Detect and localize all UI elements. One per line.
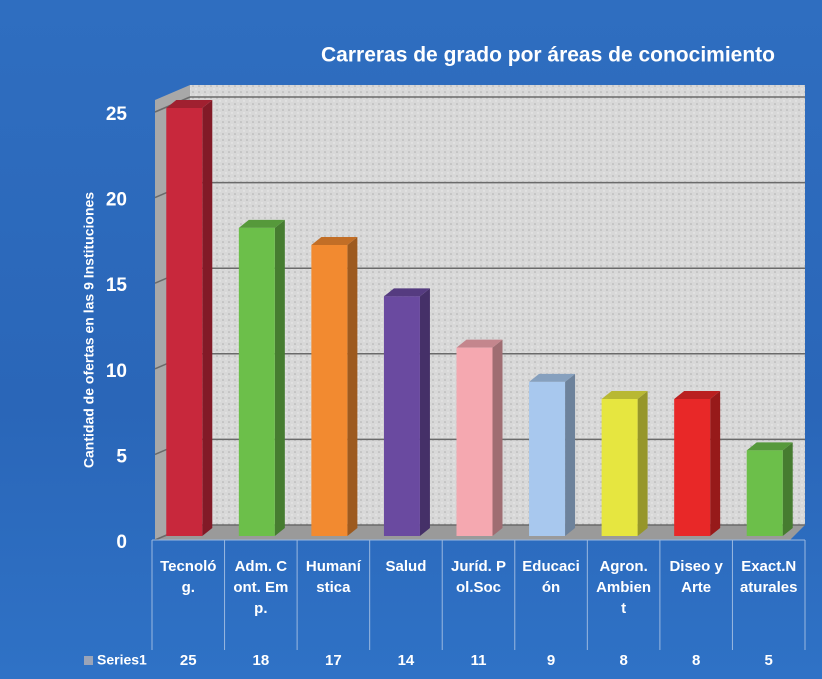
category-label: Juríd. Pol.Soc bbox=[450, 558, 506, 596]
bar-front bbox=[601, 399, 638, 536]
bar-side bbox=[492, 339, 503, 536]
bar-side bbox=[274, 219, 285, 536]
table-value: 5 bbox=[765, 652, 773, 669]
category-label: Diseo y Arte bbox=[669, 558, 723, 596]
bar-front bbox=[311, 244, 348, 536]
bar-top bbox=[601, 391, 648, 400]
bar-side bbox=[782, 442, 793, 536]
bar-top bbox=[746, 442, 793, 451]
category-label: Exact.Naturales bbox=[739, 558, 798, 596]
table-value: 11 bbox=[471, 652, 487, 669]
y-tick-label: 10 bbox=[106, 361, 127, 382]
bar-top bbox=[674, 391, 721, 400]
bar-side bbox=[637, 391, 648, 536]
bar-front bbox=[383, 296, 420, 536]
bar-front bbox=[238, 227, 275, 536]
bar-top bbox=[311, 236, 358, 245]
bar bbox=[238, 219, 285, 536]
bar-side bbox=[202, 100, 213, 536]
category-label: Humanística bbox=[305, 558, 361, 596]
bar-top bbox=[238, 219, 285, 228]
table-value: 8 bbox=[692, 652, 700, 669]
table-value: 17 bbox=[325, 652, 342, 669]
y-tick-label: 0 bbox=[116, 532, 127, 553]
bar bbox=[674, 391, 721, 536]
category-label: Adm. Cont. Emp. bbox=[233, 558, 289, 617]
bar-front bbox=[166, 108, 203, 536]
bar-top bbox=[166, 100, 213, 108]
y-tick-label: 5 bbox=[116, 446, 127, 467]
category-label: Educación bbox=[522, 558, 580, 596]
bar-side bbox=[419, 288, 430, 536]
category-label: Agron.Ambient bbox=[596, 558, 652, 617]
bar bbox=[383, 288, 430, 536]
category-label: Tecnológ. bbox=[160, 558, 217, 596]
bar-front bbox=[674, 399, 711, 536]
bar bbox=[166, 100, 213, 536]
category-label: Salud bbox=[385, 558, 427, 575]
bar-side bbox=[565, 373, 576, 536]
bar-top bbox=[456, 339, 503, 348]
y-axis-title: Cantidad de ofertas en las 9 Institucion… bbox=[81, 192, 97, 468]
bar bbox=[529, 373, 576, 536]
bar bbox=[311, 236, 358, 536]
table-value: 9 bbox=[547, 652, 555, 669]
bar-top bbox=[383, 288, 430, 297]
bar-side bbox=[710, 391, 721, 536]
y-tick-label: 15 bbox=[106, 275, 128, 296]
bar-front bbox=[529, 381, 566, 536]
table-value: 14 bbox=[398, 652, 415, 669]
bar-top bbox=[529, 373, 576, 382]
bar-front bbox=[746, 450, 783, 536]
y-tick-label: 25 bbox=[106, 104, 128, 125]
bar bbox=[456, 339, 503, 536]
bar-front bbox=[456, 347, 493, 536]
table-value: 18 bbox=[252, 652, 269, 669]
table-value: 25 bbox=[180, 652, 197, 669]
bar bbox=[601, 391, 648, 536]
chart-title: Carreras de grado por áreas de conocimie… bbox=[321, 44, 775, 67]
legend-label: Series1 bbox=[97, 652, 147, 668]
table-value: 8 bbox=[619, 652, 627, 669]
y-tick-label: 20 bbox=[106, 190, 127, 211]
bar-side bbox=[347, 236, 358, 536]
bar bbox=[746, 442, 793, 536]
legend-swatch bbox=[84, 656, 93, 665]
